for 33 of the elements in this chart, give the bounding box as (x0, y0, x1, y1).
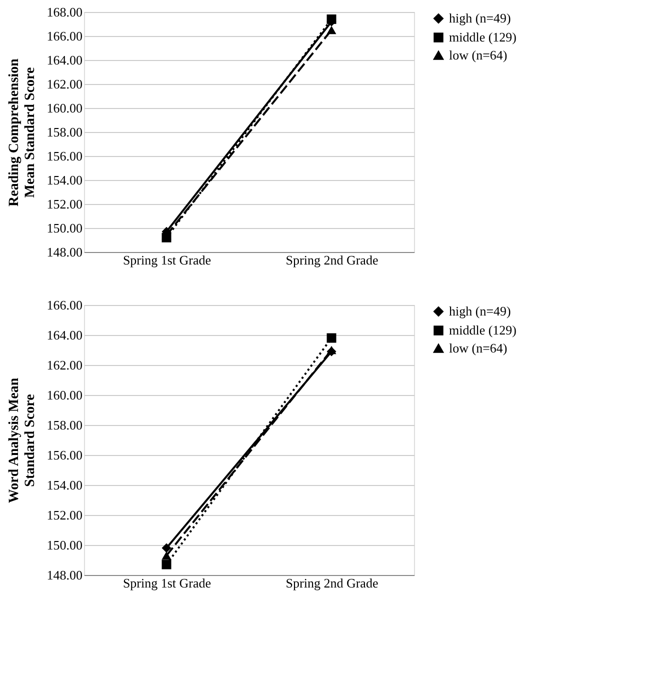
y-tick-label: 162.00 (46, 76, 82, 92)
y-tick-label: 152.00 (46, 508, 82, 522)
y-tick-label: 162.00 (46, 358, 82, 372)
y-tick-label: 148.00 (46, 568, 82, 582)
legend-label: middle (129) (449, 30, 517, 44)
y-tick-label: 154.00 (46, 172, 82, 188)
x-tick-label: Spring 2nd Grade (286, 576, 378, 590)
legend-label: high (n=49) (449, 304, 511, 318)
y-tick-label: 156.00 (46, 148, 82, 164)
y-tick-label: 166.00 (46, 28, 82, 44)
y-axis-title: Word Analysis Mean Standard Score (6, 378, 38, 504)
y-tick-label: 160.00 (46, 100, 82, 116)
legend-label: high (n=49) (449, 10, 511, 26)
y-tick-label: 152.00 (46, 196, 82, 212)
x-tick-label: Spring 1st Grade (122, 252, 212, 268)
y-tick-label: 164.00 (46, 52, 82, 68)
y-tick-label: 156.00 (46, 448, 82, 462)
y-tick-label: 158.00 (46, 418, 82, 432)
x-tick-label: Spring 1st Grade (122, 576, 212, 590)
x-tick-label: Spring 2nd Grade (286, 252, 378, 268)
legend-label: low (n=64) (449, 48, 508, 62)
y-tick-label: 148.00 (46, 244, 82, 260)
y-tick-label: 158.00 (46, 124, 82, 140)
y-tick-label: 166.00 (46, 298, 82, 312)
y-tick-label: 154.00 (46, 478, 82, 492)
y-tick-label: 160.00 (46, 388, 82, 402)
y-tick-label: 168.00 (46, 4, 82, 20)
y-tick-label: 150.00 (46, 538, 82, 552)
y-tick-label: 164.00 (46, 328, 82, 342)
legend-label: middle (129) (449, 322, 517, 338)
legend-label: low (n=64) (449, 340, 508, 356)
y-tick-label: 150.00 (46, 220, 82, 236)
y-axis-title: Reading Comprehension Mean Standard Score (6, 58, 38, 206)
